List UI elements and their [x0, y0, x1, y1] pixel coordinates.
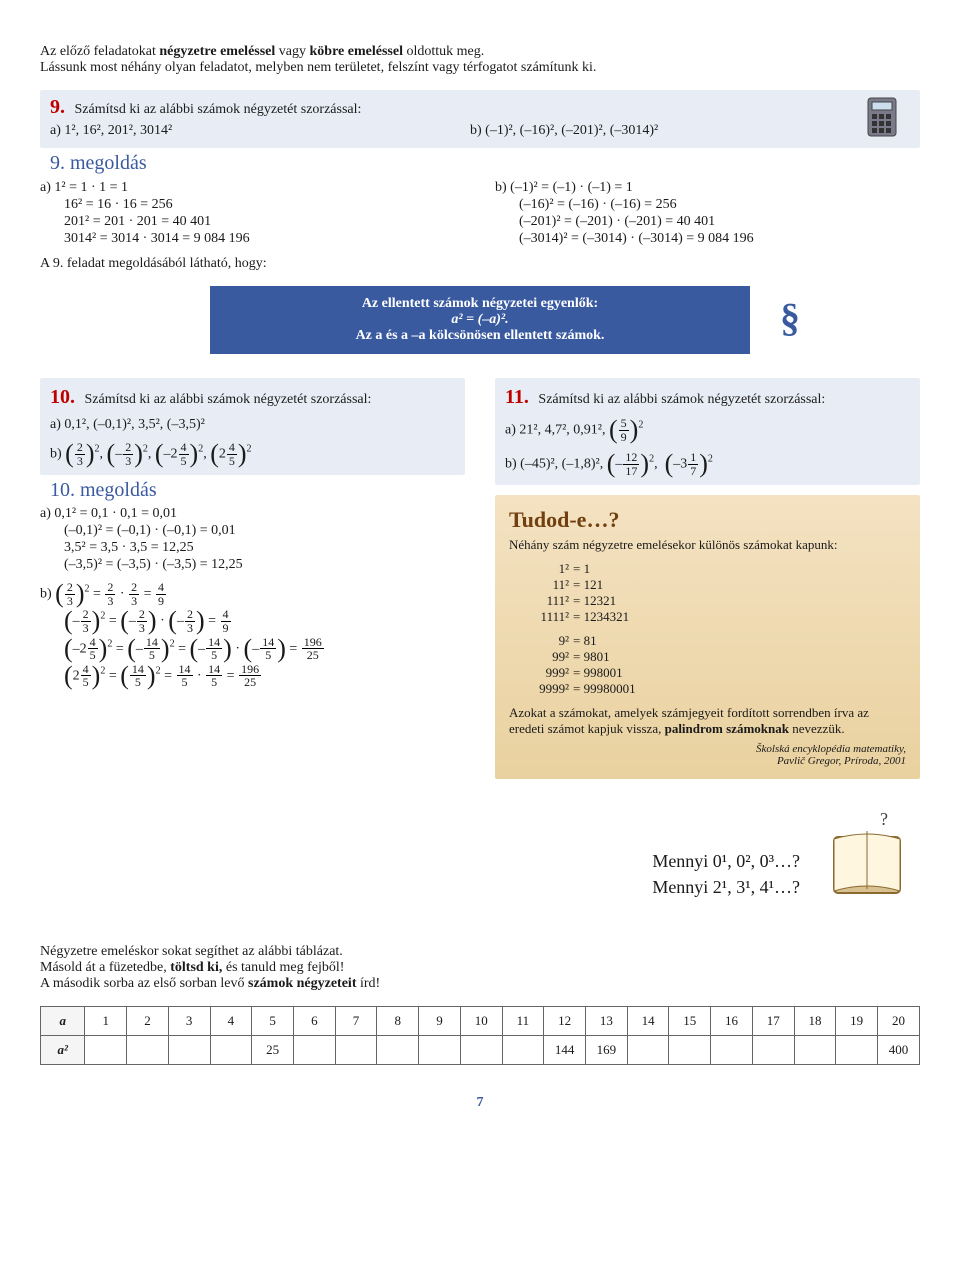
table-header-cell: 14: [627, 1006, 669, 1035]
solution-10-a: a) 0,1² = 0,1 · 0,1 = 0,01 (–0,1)² = (–0…: [40, 506, 465, 573]
table-header-cell: 20: [878, 1006, 920, 1035]
table-value-cell: [293, 1035, 335, 1064]
solution-9-label: 9. megoldás: [50, 152, 920, 175]
table-header-cell: 4: [210, 1006, 252, 1035]
did-you-know-box: Tudod-e…? Néhány szám négyzetre emelések…: [495, 495, 920, 779]
table-value-cell: [711, 1035, 753, 1064]
page-number: 7: [40, 1095, 920, 1111]
table-header-cell: 18: [794, 1006, 836, 1035]
table-value-cell: [460, 1035, 502, 1064]
table-header-cell: 10: [460, 1006, 502, 1035]
table-value-cell: [168, 1035, 210, 1064]
table-header-cell: 13: [586, 1006, 628, 1035]
solution-9-note: A 9. feladat megoldásából látható, hogy:: [40, 256, 920, 272]
table-value-cell: [627, 1035, 669, 1064]
solution-10-b: b) (23)2 = 23 · 23 = 49 (–23)2 = (–23) ·…: [40, 581, 465, 689]
ex9-b: b) (–1)², (–16)², (–201)², (–3014)²: [470, 123, 860, 139]
table-value-cell: 400: [878, 1035, 920, 1064]
book-illustration-icon: ?: [810, 809, 920, 919]
intro-paragraph: Az előző feladatokat négyzetre emeléssel…: [40, 44, 920, 76]
section-icon: §: [780, 294, 800, 341]
table-header-cell: 3: [168, 1006, 210, 1035]
cursive-questions: Mennyi 0¹, 0², 0³…? Mennyi 2¹, 3¹, 4¹…?: [40, 849, 860, 899]
table-value-cell: [335, 1035, 377, 1064]
exercise-9-header: 9. Számítsd ki az alábbi számok négyzeté…: [40, 90, 920, 148]
table-value-cell: [419, 1035, 461, 1064]
table-header-cell: 19: [836, 1006, 878, 1035]
table-value-cell: [377, 1035, 419, 1064]
table-value-cell: 144: [544, 1035, 586, 1064]
table-value-cell: [836, 1035, 878, 1064]
table-value-cell: [669, 1035, 711, 1064]
solution-9-a: a) 1² = 1 · 1 = 1 16² = 16 · 16 = 256 20…: [40, 179, 465, 248]
exercise-11: 11. Számítsd ki az alábbi számok négyzet…: [495, 378, 920, 485]
solution-9-b: b) (–1)² = (–1) · (–1) = 1 (–16)² = (–16…: [495, 179, 920, 248]
table-value-cell: 169: [586, 1035, 628, 1064]
table-value-cell: [794, 1035, 836, 1064]
table-value-cell: [127, 1035, 169, 1064]
table-header-cell: 1: [85, 1006, 127, 1035]
rule-box: Az ellentett számok négyzetei egyenlők: …: [210, 286, 750, 354]
exercise-number: 9.: [50, 96, 65, 118]
table-value-cell: [502, 1035, 544, 1064]
table-value-cell: [85, 1035, 127, 1064]
table-header-cell: 7: [335, 1006, 377, 1035]
calculator-icon: [860, 92, 910, 142]
table-intro: Négyzetre emeléskor sokat segíthet az al…: [40, 944, 920, 992]
solution-10-label: 10. megoldás: [50, 479, 465, 502]
ex9-a: a) 1², 16², 201², 3014²: [50, 123, 440, 139]
table-header-cell: 9: [419, 1006, 461, 1035]
table-header-cell: 17: [752, 1006, 794, 1035]
table-header-cell: 12: [544, 1006, 586, 1035]
table-header-cell: 16: [711, 1006, 753, 1035]
table-header-cell: 5: [252, 1006, 294, 1035]
table-value-cell: [752, 1035, 794, 1064]
table-header-cell: 15: [669, 1006, 711, 1035]
table-header-cell: 6: [293, 1006, 335, 1035]
table-header-cell: 2: [127, 1006, 169, 1035]
table-header-cell: 8: [377, 1006, 419, 1035]
svg-text:?: ?: [880, 809, 888, 829]
squares-table: a1234567891011121314151617181920 a²25144…: [40, 1006, 920, 1065]
table-value-cell: [210, 1035, 252, 1064]
table-header-cell: 11: [502, 1006, 544, 1035]
exercise-10: 10. Számítsd ki az alábbi számok négyzet…: [40, 378, 465, 475]
table-value-cell: 25: [252, 1035, 294, 1064]
